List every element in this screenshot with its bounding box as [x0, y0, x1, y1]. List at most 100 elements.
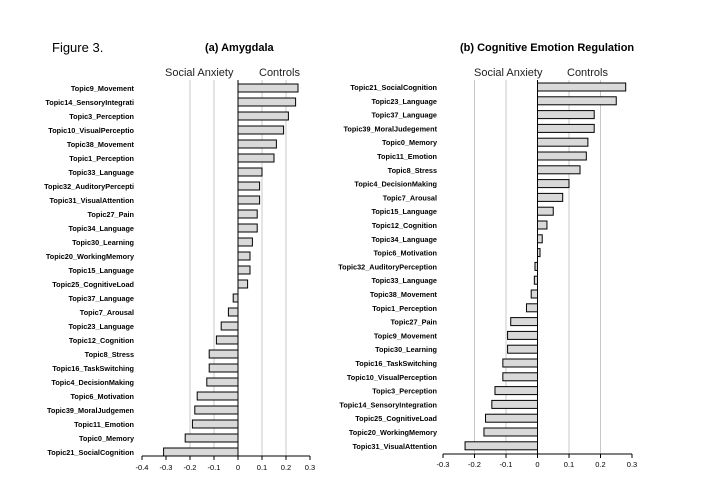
panel-a-bar	[208, 349, 239, 359]
panel-a-category-label: Topic1_Perception	[69, 154, 134, 163]
panel-a-bar	[191, 419, 239, 429]
panel-b-category-label: Topic11_Emotion	[377, 152, 437, 161]
panel-b-category-label: Topic31_VisualAttention	[353, 442, 437, 451]
panel-b-bar	[537, 165, 581, 175]
panel-a-bar	[237, 237, 253, 247]
panel-b-category-label: Topic25_CognitiveLoad	[355, 414, 437, 423]
panel-b-category-label: Topic1_Perception	[372, 304, 437, 313]
panel-b-category-label: Topic4_DecisionMaking	[354, 180, 437, 189]
panel-a-bar	[237, 251, 251, 261]
panel-a-bar	[237, 83, 299, 93]
panel-b-bar	[491, 399, 539, 409]
panel-b-category-label: Topic14_SensoryIntegration	[339, 400, 437, 409]
panel-b-category-label: Topic3_Perception	[372, 387, 437, 396]
panel-a-category-label: Topic10_VisualPerceptio	[48, 126, 134, 135]
panel-b-bar	[530, 289, 539, 299]
panel-a-category-label: Topic34_Language	[68, 224, 134, 233]
panel-a-bar	[237, 279, 249, 289]
panel-b-category-label: Topic27_Pain	[391, 318, 438, 327]
panel-a-bar	[237, 181, 261, 191]
panel-b-category-label: Topic32_AuditoryPerception	[338, 262, 437, 271]
panel-b-category-label: Topic16_TaskSwitching	[355, 359, 437, 368]
panel-b-category-label: Topic30_Learning	[375, 345, 437, 354]
panel-b-bar	[537, 96, 617, 106]
panel-a-title: (a) Amygdala	[205, 42, 274, 54]
panel-b-tick-label: -0.1	[500, 460, 513, 469]
panel-a-bar	[237, 97, 297, 107]
panel-b-category-label: Topic6_Motivation	[373, 249, 437, 258]
panel-a-category-label: Topic14_SensoryIntegrati	[45, 98, 134, 107]
panel-b-bar	[510, 317, 539, 327]
panel-a-category-label: Topic3_Perception	[69, 112, 134, 121]
panel-a-bar	[206, 377, 239, 387]
panel-a-category-label: Topic7_Arousal	[80, 308, 134, 317]
panel-b-bar	[537, 151, 587, 161]
panel-b-bar	[537, 234, 543, 244]
panel-a-group-positive: Controls	[259, 67, 300, 79]
panel-b-category-label: Topic8_Stress	[388, 166, 437, 175]
panel-b-category-label: Topic0_Memory	[382, 138, 438, 147]
panel-b-bar	[507, 344, 539, 354]
panel-a-category-label: Topic11_Emotion	[74, 420, 134, 429]
panel-b-bar	[502, 358, 539, 368]
panel-a-bar	[220, 321, 239, 331]
panel-b-bar	[494, 386, 539, 396]
panel-a-tick-label: 0.3	[305, 463, 315, 472]
panel-a-category-label: Topic12_Cognition	[69, 336, 134, 345]
panel-a-category-label: Topic23_Language	[68, 322, 134, 331]
panel-b-category-label: Topic38_Movement	[370, 290, 438, 299]
panel-a-category-label: Topic9_Movement	[71, 84, 135, 93]
panel-a-bar	[237, 125, 285, 135]
panel-a-bar	[237, 111, 289, 121]
panel-a-tick-label: 0.2	[281, 463, 291, 472]
panel-a-bar	[237, 209, 258, 219]
panel-b-category-label: Topic21_SocialCognition	[350, 83, 437, 92]
panel-a-category-label: Topic30_Learning	[72, 238, 134, 247]
panel-a-tick-label: -0.1	[208, 463, 221, 472]
panel-b-bar	[537, 192, 564, 202]
panel-b-bar	[537, 137, 589, 147]
panel-a-bar	[232, 293, 239, 303]
panel-a-category-label: Topic0_Memory	[79, 434, 135, 443]
panel-b-tick-label: 0.1	[564, 460, 574, 469]
panel-a-tick-label: 0	[236, 463, 240, 472]
panel-b-tick-label: 0	[535, 460, 539, 469]
panel-b-bar	[537, 123, 595, 133]
panel-a-bar	[237, 167, 263, 177]
panel-a-bar	[208, 363, 239, 373]
panel-b-bar	[537, 82, 627, 92]
panel-b-category-label: Topic10_VisualPerception	[347, 373, 437, 382]
panel-a-group-negative: Social Anxiety	[165, 67, 234, 79]
panel-a-bar	[237, 265, 251, 275]
panel-b-category-label: Topic20_WorkingMemory	[349, 428, 438, 437]
panel-b-tick-label: -0.3	[437, 460, 450, 469]
panel-a-category-label: Topic15_Language	[68, 266, 134, 275]
panel-a-bar	[184, 433, 239, 443]
panel-a-tick-label: 0.1	[257, 463, 267, 472]
panel-b-bar	[537, 220, 548, 230]
panel-b-bar	[537, 110, 595, 120]
panel-b-category-label: Topic34_Language	[371, 235, 437, 244]
panel-a-category-label: Topic37_Language	[68, 294, 134, 303]
panel-b-bar	[483, 427, 539, 437]
panel-a-category-label: Topic4_DecisionMaking	[51, 378, 134, 387]
panel-a-bar	[196, 391, 239, 401]
panel-b-category-label: Topic23_Language	[371, 97, 437, 106]
panel-a-category-label: Topic39_MoralJudgemen	[47, 406, 134, 415]
panel-a-bar	[237, 153, 275, 163]
panel-b-category-label: Topic12_Cognition	[372, 221, 437, 230]
panel-b-category-label: Topic33_Language	[371, 276, 437, 285]
panel-b-title: (b) Cognitive Emotion Regulation	[460, 42, 635, 54]
panel-a-category-label: Topic16_TaskSwitching	[52, 364, 134, 373]
panel-b-category-label: Topic7_Arousal	[383, 193, 437, 202]
panel-b-category-label: Topic37_Language	[371, 111, 437, 120]
panel-b-category-label: Topic39_MoralJudegement	[343, 124, 437, 133]
panel-a-category-label: Topic32_AuditoryPercepti	[44, 182, 134, 191]
panel-b-group-positive: Controls	[567, 67, 608, 79]
panel-a-category-label: Topic31_VisualAttention	[50, 196, 134, 205]
panel-a-category-label: Topic33_Language	[68, 168, 134, 177]
panel-b-bar	[485, 413, 538, 423]
panel-a-category-label: Topic25_CognitiveLoad	[52, 280, 134, 289]
